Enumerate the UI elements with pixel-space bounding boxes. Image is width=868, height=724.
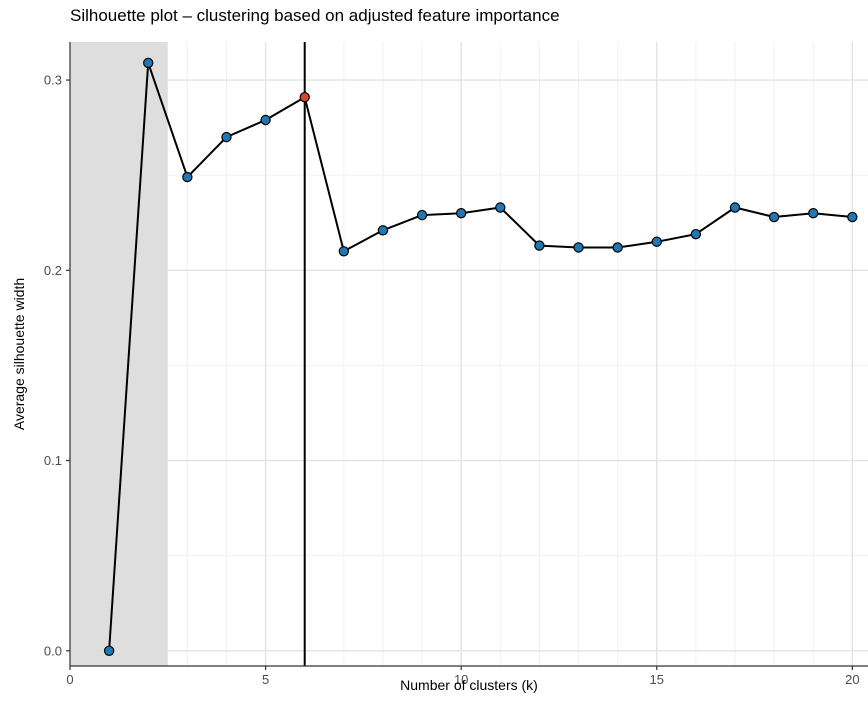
- series-line: [108, 61, 853, 651]
- x-axis-title: Number of clusters (k): [400, 677, 538, 693]
- data-point: [847, 211, 858, 223]
- data-point: [573, 242, 584, 253]
- data-point: [416, 209, 428, 221]
- plot-panel: [70, 42, 868, 666]
- data-point: [221, 131, 232, 143]
- data-point: [495, 202, 506, 213]
- data-point: [143, 57, 154, 69]
- data-point: [612, 242, 623, 253]
- data-point: [377, 225, 389, 236]
- shaded-region: [70, 42, 168, 666]
- y-tick-label: 0.3: [44, 73, 62, 88]
- y-tick-label: 0.2: [44, 263, 62, 278]
- data-point: [260, 114, 271, 126]
- data-point: [534, 240, 545, 251]
- y-tick-label: 0.1: [44, 453, 62, 468]
- x-tick-label: 5: [262, 672, 269, 687]
- x-tick-label: 20: [845, 672, 859, 687]
- y-tick-label: 0.0: [44, 643, 62, 658]
- highlight-point: [299, 91, 310, 103]
- data-point: [182, 171, 193, 183]
- data-point: [455, 208, 467, 219]
- chart-title: Silhouette plot – clustering based on ad…: [70, 6, 560, 25]
- data-point: [808, 208, 819, 219]
- x-tick-label: 0: [66, 672, 73, 687]
- data-point: [651, 236, 662, 247]
- data-point: [103, 645, 115, 656]
- data-point: [338, 246, 350, 257]
- x-tick-label: 10: [454, 672, 468, 687]
- data-point: [729, 202, 741, 213]
- x-tick-label: 15: [650, 672, 664, 687]
- y-axis-title: Average silhouette width: [11, 278, 27, 430]
- data-point: [768, 211, 780, 223]
- data-point: [690, 228, 702, 240]
